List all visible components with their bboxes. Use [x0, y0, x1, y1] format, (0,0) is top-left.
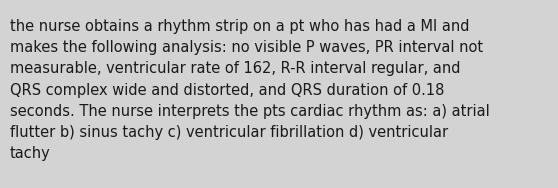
Text: the nurse obtains a rhythm strip on a pt who has had a MI and
makes the followin: the nurse obtains a rhythm strip on a pt… [10, 19, 490, 161]
